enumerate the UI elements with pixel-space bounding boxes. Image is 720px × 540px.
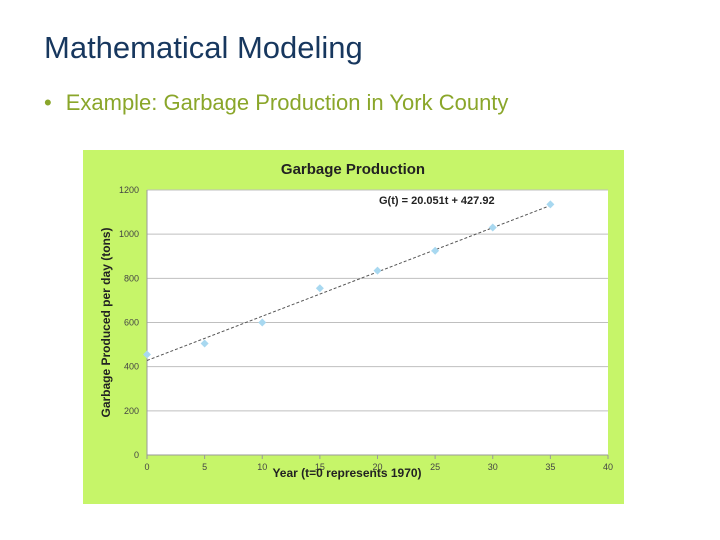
x-tick-label: 10 xyxy=(257,462,267,472)
x-tick-label: 15 xyxy=(315,462,325,472)
slide-title: Mathematical Modeling xyxy=(44,30,363,65)
data-point xyxy=(315,284,324,293)
y-tick-label: 1000 xyxy=(119,229,139,239)
data-point xyxy=(258,318,267,327)
x-axis-label: Year (t=0 represents 1970) xyxy=(272,466,421,480)
trendline-equation: G(t) = 20.051t + 427.92 xyxy=(379,195,495,207)
x-tick-label: 35 xyxy=(545,462,555,472)
data-point xyxy=(200,339,209,348)
x-tick-label: 5 xyxy=(202,462,207,472)
data-points xyxy=(143,200,555,359)
chart-svg: 0 200 400 600 800 1000 1200 0 5 10 15 20 25 30 35 40 Ga… xyxy=(83,150,624,504)
gridlines xyxy=(146,189,609,459)
y-tick-label: 0 xyxy=(134,450,139,460)
trendline xyxy=(146,205,551,361)
bullet-item: • Example: Garbage Production in York Cou… xyxy=(44,90,508,116)
y-tick-label: 800 xyxy=(124,273,139,283)
data-point xyxy=(488,223,497,232)
x-tick-label: 30 xyxy=(488,462,498,472)
y-tick-label: 1200 xyxy=(119,185,139,195)
y-tick-label: 400 xyxy=(124,362,139,372)
chart-title: Garbage Production xyxy=(281,161,425,178)
bullet-dot: • xyxy=(44,90,52,115)
data-point xyxy=(373,266,382,275)
data-point xyxy=(431,246,440,255)
tick-labels: 0 200 400 600 800 1000 1200 0 5 10 15 20 25 30 35 40 xyxy=(119,185,613,472)
x-tick-label: 25 xyxy=(430,462,440,472)
y-tick-label: 600 xyxy=(124,318,139,328)
y-tick-label: 200 xyxy=(124,406,139,416)
x-tick-label: 40 xyxy=(603,462,613,472)
data-point xyxy=(143,350,151,359)
x-tick-label: 20 xyxy=(372,462,382,472)
data-point xyxy=(546,200,555,209)
garbage-chart: 0 200 400 600 800 1000 1200 0 5 10 15 20 25 30 35 40 Ga… xyxy=(83,150,624,504)
bullet-text: Example: Garbage Production in York Coun… xyxy=(65,90,509,115)
y-axis-label: Garbage Produced per day (tons) xyxy=(99,227,113,417)
trendline-group xyxy=(146,205,551,361)
x-tick-label: 0 xyxy=(144,462,149,472)
